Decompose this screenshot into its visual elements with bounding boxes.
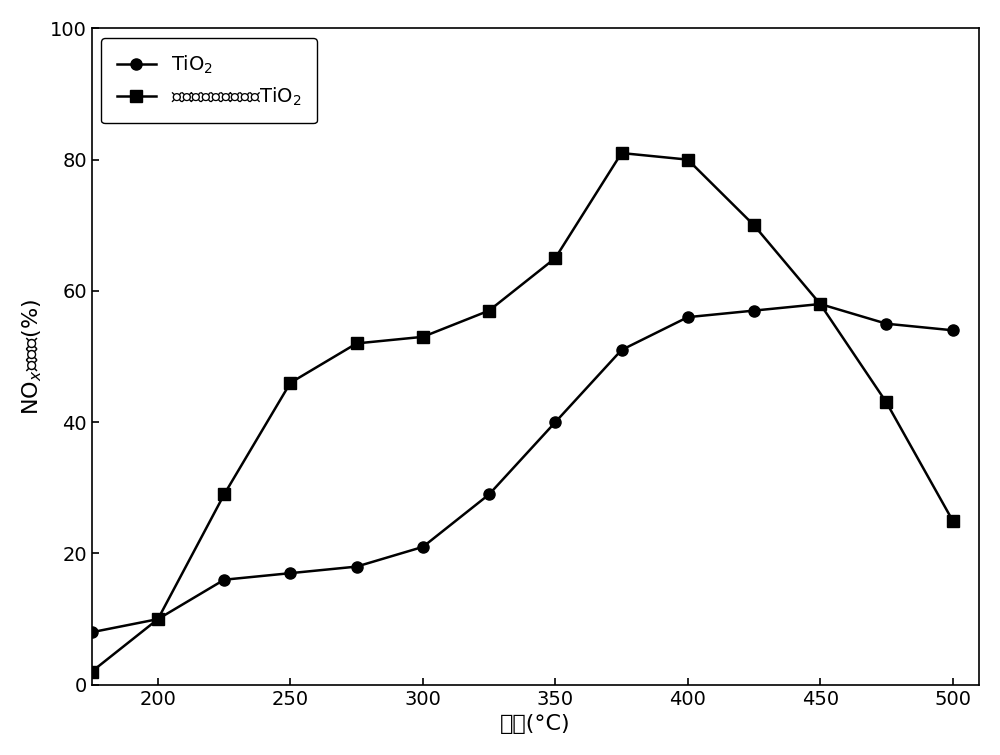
X-axis label: 温度(°C): 温度(°C) xyxy=(500,714,571,734)
Y-axis label: NO$_x$转化率(%): NO$_x$转化率(%) xyxy=(21,298,44,414)
Legend: TiO$_2$, 具有特殊形貌的改性TiO$_2$: TiO$_2$, 具有特殊形貌的改性TiO$_2$ xyxy=(101,38,317,124)
